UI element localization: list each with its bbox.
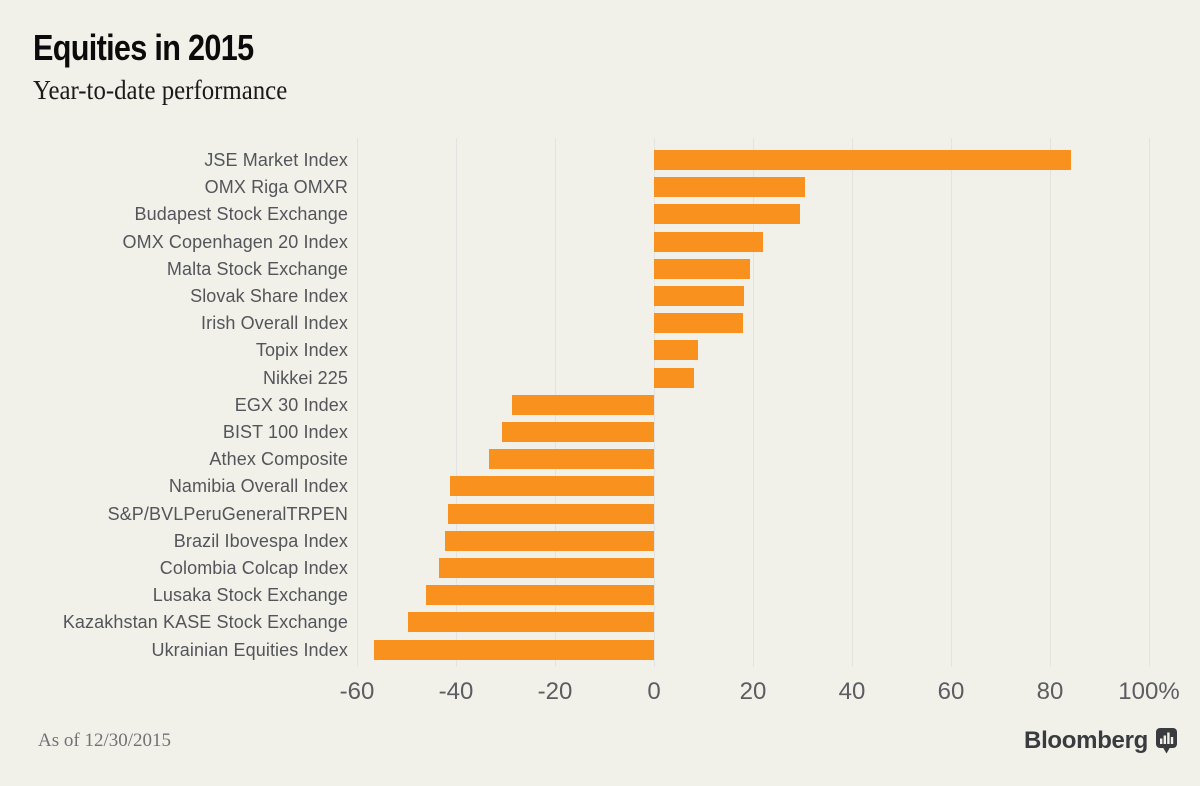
as-of-date: As of 12/30/2015 (38, 730, 171, 751)
gridline (357, 138, 358, 667)
x-axis: -60 -40 -20 0 20 40 60 80 100% (340, 678, 1180, 706)
bar (654, 313, 744, 334)
x-axis-tick-label: 40 (838, 678, 866, 705)
category-label: Lusaka Stock Exchange (152, 585, 348, 606)
bar (408, 612, 654, 633)
bar-chart-bubble-icon (1156, 728, 1177, 754)
bar (654, 258, 750, 279)
category-label: BIST 100 Index (222, 422, 348, 442)
category-label: OMX Copenhagen 20 Index (122, 231, 348, 252)
bar (489, 449, 654, 470)
bar (501, 422, 654, 442)
bar (654, 340, 699, 361)
bar (654, 286, 745, 306)
category-label: Kazakhstan KASE Stock Exchange (62, 612, 348, 633)
gridline (456, 138, 457, 667)
bar (445, 530, 654, 551)
bar (512, 394, 654, 415)
chart-header: Equities in 2015 Year-to-date performanc… (33, 30, 309, 104)
x-axis-tick-label: -60 (339, 678, 375, 705)
bar (654, 177, 806, 198)
bar (449, 476, 654, 497)
category-label: S&P/BVLPeruGeneralTRPEN (107, 503, 348, 524)
x-axis-tick-label: 60 (937, 678, 965, 705)
category-label: Namibia Overall Index (168, 476, 348, 497)
bar (654, 231, 764, 252)
x-axis-tick-label: -20 (537, 678, 573, 705)
gridline (753, 138, 754, 667)
gridline (1050, 138, 1051, 667)
bar (654, 150, 1071, 170)
x-axis-tick-label: 80 (1036, 678, 1064, 705)
bloomberg-wordmark: Bloomberg (1024, 727, 1148, 754)
category-label: Ukrainian Equities Index (151, 639, 348, 660)
category-label: Malta Stock Exchange (166, 258, 348, 279)
chart-title: Equities in 2015 (33, 27, 254, 68)
category-label: JSE Market Index (204, 150, 348, 170)
gridline (654, 138, 655, 667)
x-axis-tick-label: 100% (1118, 678, 1180, 705)
x-axis-tick-label: -40 (438, 678, 474, 705)
category-label: Slovak Share Index (190, 286, 348, 306)
bar (654, 367, 694, 388)
x-axis-tick-label: 0 (647, 678, 661, 705)
category-label: Athex Composite (209, 449, 348, 470)
gridline (1149, 138, 1150, 667)
category-label: Topix Index (255, 340, 348, 361)
category-label: OMX Riga OMXR (204, 177, 348, 198)
bar (374, 639, 654, 660)
category-label: Irish Overall Index (201, 313, 348, 334)
bar (654, 204, 800, 225)
plot-area (357, 138, 1150, 667)
category-label: Nikkei 225 (262, 367, 348, 388)
bloomberg-logo: Bloomberg (1024, 728, 1177, 754)
category-label: Budapest Stock Exchange (134, 204, 348, 225)
gridline (951, 138, 952, 667)
category-label: Brazil Ibovespa Index (173, 530, 348, 551)
bar (438, 558, 654, 578)
category-label: EGX 30 Index (234, 394, 348, 415)
gridline (852, 138, 853, 667)
bar (448, 503, 654, 524)
bar (426, 585, 654, 606)
category-label: Colombia Colcap Index (159, 558, 348, 578)
chart-subtitle: Year-to-date performance (33, 75, 288, 105)
category-axis: JSE Market Index OMX Riga OMXR Budapest St… (0, 138, 348, 667)
x-axis-tick-label: 20 (739, 678, 767, 705)
